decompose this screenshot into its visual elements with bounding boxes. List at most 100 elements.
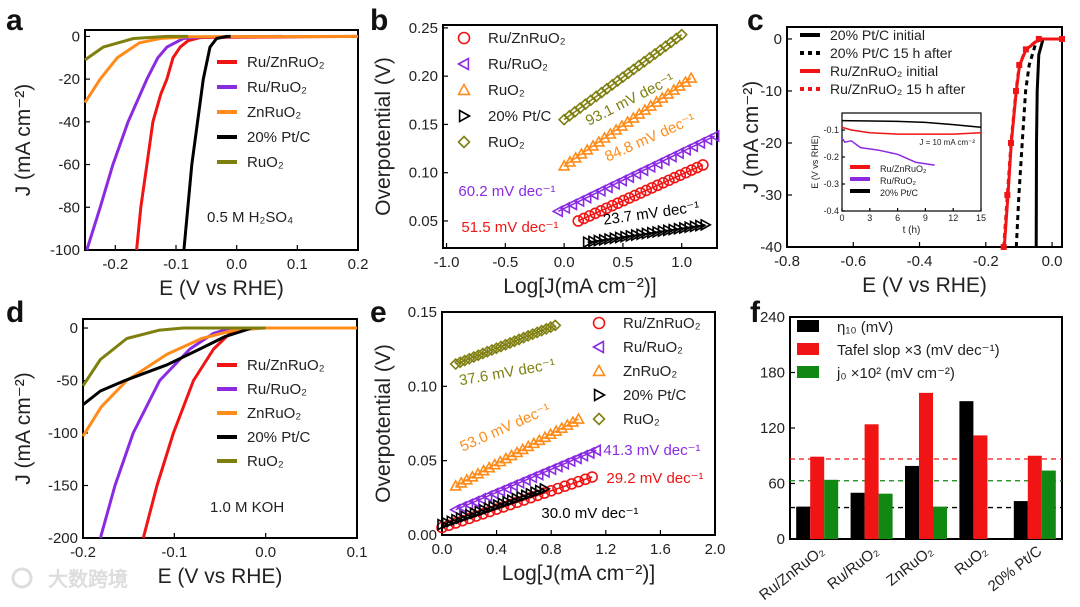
tri-up-marker-icon: [544, 427, 557, 440]
x-category-label: ZnRuO₂: [883, 543, 936, 590]
tri-left-marker-icon: [525, 470, 538, 484]
legend-label: 20% Pt/C: [247, 429, 311, 446]
legend-label: RuO₂: [247, 453, 284, 470]
legend-item: RuO₂: [457, 82, 525, 99]
legend-label: 20% Pt/C 15 h after: [830, 45, 953, 61]
tri-left-marker-icon: [461, 497, 474, 511]
circle-marker-icon: [612, 197, 624, 209]
x-category-label: Ru/ZnRuO₂: [756, 543, 828, 602]
diamond-marker-icon: [508, 335, 521, 348]
tri-up-marker-icon: [510, 445, 524, 458]
y-tick-label: -100: [50, 242, 80, 259]
x-tick-label: 1.6: [650, 541, 671, 558]
circle-marker-icon: [657, 176, 670, 189]
circle-marker-icon: [697, 159, 709, 171]
bar: [864, 424, 879, 539]
x-tick-label: 6: [895, 213, 900, 223]
y-tick-label: -0.1: [823, 125, 839, 135]
tafel-series: [572, 159, 709, 227]
legend-item: Ru/ZnRuO₂ 15 h after: [800, 81, 966, 97]
y-tick-label: 120: [760, 420, 785, 437]
x-tick-label: 0.8: [541, 541, 562, 558]
tri-left-marker-icon: [480, 489, 493, 503]
tafel-slope-label: 30.0 mV dec⁻¹: [541, 505, 638, 522]
bar: [1027, 455, 1042, 539]
y-tick-label: 0.25: [409, 20, 438, 37]
y-tick-label: 0.00: [408, 527, 437, 544]
tri-right-marker-icon: [657, 224, 670, 238]
circle-marker-icon: [578, 212, 590, 225]
diamond-marker-icon: [549, 319, 562, 332]
x-axis-label: Log[J(mA cm⁻²)]: [502, 562, 655, 585]
tri-left-marker-icon: [487, 487, 499, 500]
axes-inset: 0 3 6 9 12 15 -0.1 -0.2 -0.3 -0.4 t (h) E (V vs RHE…: [810, 112, 986, 236]
tri-up-marker-icon: [449, 479, 463, 491]
x-tick-label: 0.0: [432, 541, 453, 558]
x-tick-label: -0.2: [102, 256, 128, 273]
watermark-text: 大数跨境: [48, 567, 128, 591]
legend-label: RuO₂: [488, 82, 525, 99]
circle-marker-icon: [552, 482, 564, 495]
legend-label: RuO₂: [247, 154, 284, 171]
tri-left-marker-icon: [506, 479, 518, 492]
tri-left-marker-icon: [512, 476, 525, 490]
x-tick-label: -0.8: [774, 253, 800, 270]
y-tick-label: -60: [58, 157, 80, 174]
series-line: [182, 34, 231, 251]
circle-marker-icon: [565, 478, 578, 490]
tri-left-marker-icon: [708, 129, 720, 143]
circle-marker-icon: [640, 184, 653, 197]
circle-marker-icon: [595, 204, 607, 217]
square-marker-icon: [1004, 191, 1011, 198]
y-tick-label: -0.4: [823, 206, 839, 216]
x-tick-label: 0: [839, 213, 844, 223]
inset-series-line: [841, 119, 982, 129]
series-line: [82, 326, 253, 406]
tri-right-marker-icon: [689, 220, 702, 233]
x-tick-label: 2.0: [705, 541, 726, 558]
legend-label: Ru/ZnRuO₂: [488, 30, 566, 47]
legend-item: Ru/RuO₂: [456, 56, 548, 73]
circle-marker-icon: [572, 475, 585, 488]
series-line: [81, 326, 266, 387]
legend-label: Ru/ZnRuO₂: [880, 164, 927, 174]
tri-right-marker-icon: [663, 224, 675, 237]
legend-swatch: [797, 366, 819, 378]
y-tick-label: 0.10: [409, 165, 438, 182]
tri-right-marker-icon: [604, 232, 616, 246]
tafel-slope-label: 60.2 mV dec⁻¹: [458, 183, 555, 200]
tri-left-marker-icon: [565, 198, 578, 211]
bar: [933, 506, 947, 539]
x-tick-label: 12: [948, 213, 958, 223]
diamond-marker-icon: [675, 28, 688, 41]
legend-item: Ru/RuO₂: [217, 79, 307, 96]
legend-label: 20% Pt/C: [247, 129, 311, 146]
x-tick-label: 0.0: [1042, 253, 1063, 270]
circle-marker-icon: [668, 171, 681, 184]
tri-up-marker-icon: [516, 442, 530, 455]
plot-frame-c: [786, 26, 1063, 248]
tri-up-marker-icon: [521, 439, 535, 452]
x-tick-label: 3: [867, 213, 872, 223]
circle-marker-icon: [579, 473, 592, 486]
y-tick-label: 0.10: [408, 378, 437, 395]
electrolyte-annotation: 0.5 M H₂SO₄: [207, 209, 293, 226]
tri-left-marker-icon: [591, 340, 605, 354]
legend-item: 20% Pt/C: [850, 188, 919, 198]
y-tick-label: -50: [56, 373, 78, 390]
tri-right-marker-icon: [593, 234, 605, 247]
tri-left-marker-icon: [558, 201, 571, 215]
tri-up-marker-icon: [477, 464, 490, 476]
tri-right-marker-icon: [539, 482, 552, 496]
legend-label: ZnRuO₂: [247, 104, 301, 121]
y-tick-label: -30: [760, 187, 782, 204]
circle-marker-icon: [646, 182, 658, 194]
tri-up-marker-icon: [566, 415, 580, 427]
tri-right-marker-icon: [652, 225, 664, 239]
y-tick-label: -40: [760, 239, 782, 256]
tri-left-marker-icon: [608, 177, 620, 191]
y-axis-label: Overpotential (V): [372, 57, 395, 216]
diamond-marker-icon: [476, 347, 489, 360]
tri-left-marker-icon: [629, 167, 642, 181]
x-tick-label: 1.2: [595, 541, 616, 558]
